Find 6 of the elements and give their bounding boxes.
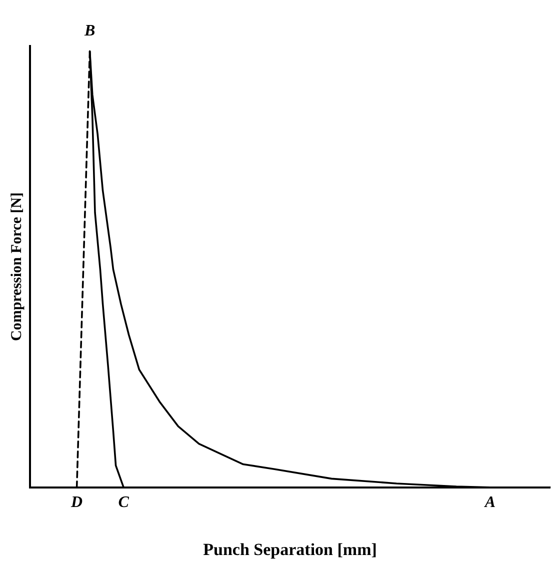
y-axis-title: Compression Force [N] [8,192,25,341]
x-tick-label: C [118,494,130,512]
x-tick-label: A [484,494,496,512]
x-tick-label: D [70,494,84,512]
text: B [83,22,96,40]
x-axis-title: Punch Separation [mm] [203,540,377,560]
